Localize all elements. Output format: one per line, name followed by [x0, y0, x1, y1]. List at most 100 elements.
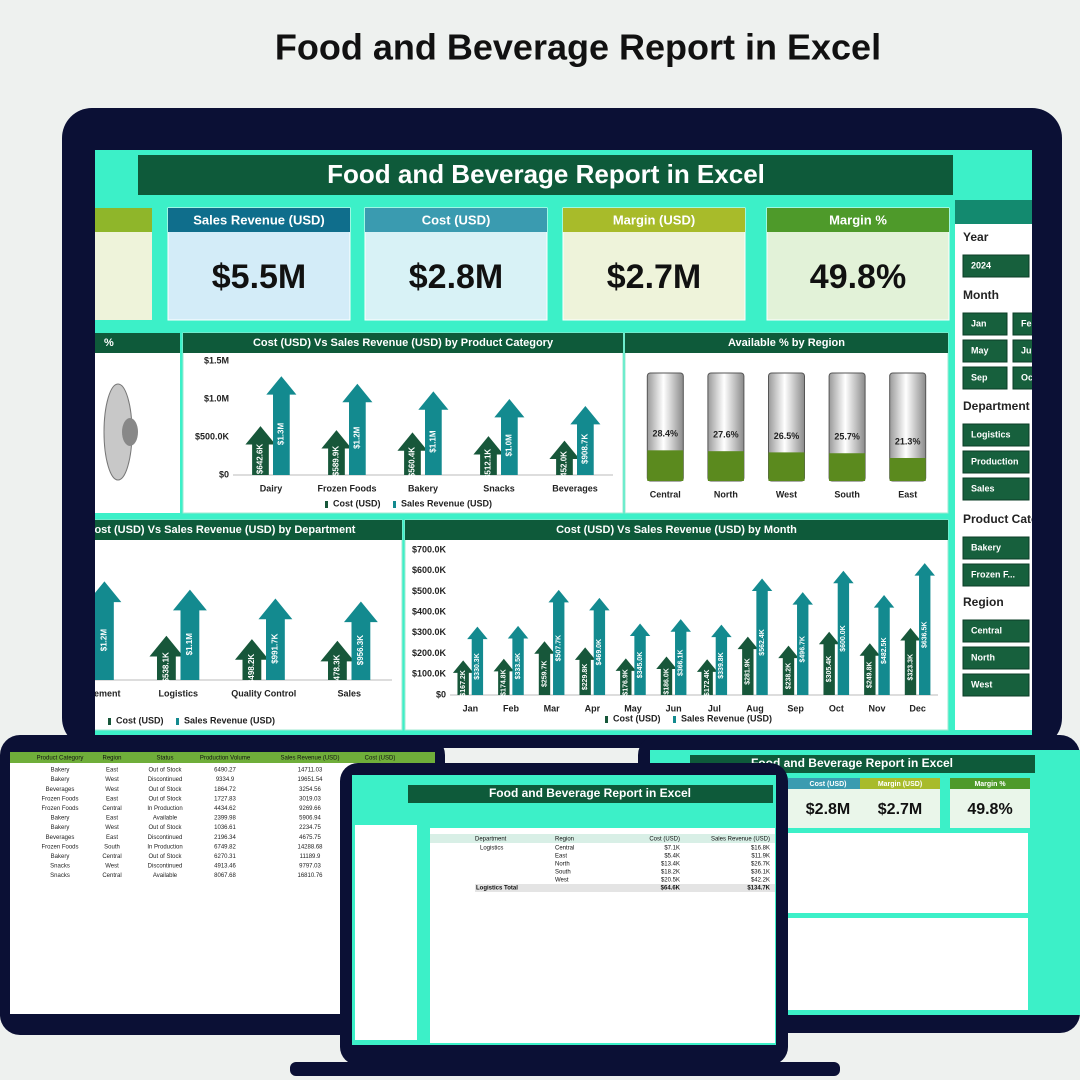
slicer-title: Region	[963, 595, 1004, 609]
slicer-item[interactable]	[1012, 312, 1057, 336]
slicer-item[interactable]	[1012, 339, 1057, 363]
cell: 16810.76	[297, 873, 323, 879]
bar	[818, 631, 840, 695]
title-banner	[408, 785, 773, 803]
chart-title: %	[104, 337, 114, 349]
data-label: $496.7K	[800, 636, 807, 662]
slicer-item[interactable]	[962, 536, 1030, 560]
slicer-item[interactable]	[962, 477, 1030, 501]
cell: In Production	[147, 844, 182, 850]
data-label: $281.9K	[745, 658, 752, 684]
bar	[548, 589, 569, 695]
bar	[320, 640, 355, 680]
cell: East	[106, 768, 118, 774]
cell: 3019.03	[299, 796, 321, 802]
chart-panel	[788, 833, 1028, 913]
slicer-item[interactable]	[962, 423, 1030, 447]
data-label: $600.0K	[840, 625, 847, 651]
cell: 6749.82	[214, 844, 236, 850]
x-tick-label: South	[834, 489, 860, 499]
legend-label: Cost (USD)	[116, 715, 164, 725]
data-label: $186.0K	[663, 668, 670, 694]
slicer-item[interactable]	[962, 673, 1030, 697]
bar	[629, 623, 651, 695]
data-label: $339.8K	[718, 652, 725, 678]
sheet-header	[10, 752, 435, 763]
data-label: $956.3K	[356, 635, 365, 665]
cell: 6490.27	[214, 768, 236, 774]
cell: Discontinued	[148, 835, 183, 841]
bar	[696, 659, 718, 695]
cell: 9797.03	[299, 864, 321, 870]
bar	[342, 383, 373, 475]
kpi-value: $2.8M	[806, 801, 850, 818]
cell: $36.1K	[751, 870, 770, 876]
y-tick-label: $1.0M	[204, 393, 229, 403]
slicer-title: Department	[963, 399, 1030, 413]
cell: In Production	[147, 806, 182, 812]
slicer-item[interactable]	[1012, 366, 1057, 390]
mini-title: Food and Beverage Report in Excel	[751, 756, 953, 770]
bar	[833, 570, 854, 695]
bar	[266, 376, 297, 475]
chart-title: Cost (USD) Vs Sales Revenue (USD) by Mon…	[556, 524, 797, 536]
slicer-item[interactable]	[962, 312, 1008, 336]
slicer-item[interactable]	[962, 646, 1030, 670]
data-label: $323.3K	[907, 654, 914, 680]
cell: 3254.56	[299, 787, 321, 793]
bar	[549, 440, 580, 475]
pivot-header	[430, 834, 775, 843]
legend-label: Sales Revenue (USD)	[681, 713, 772, 723]
cell: Discontinued	[148, 777, 183, 783]
slicer-item[interactable]	[962, 619, 1030, 643]
slicer-item[interactable]	[962, 450, 1030, 474]
bar	[493, 658, 515, 695]
cell: 5906.94	[299, 816, 321, 822]
slicer-item-label: May	[971, 345, 989, 355]
cell: 14288.68	[297, 844, 323, 850]
bar	[149, 635, 184, 680]
slicer-item[interactable]	[962, 339, 1008, 363]
x-tick-label: Jan	[463, 703, 479, 713]
kpi-value: $5.5M	[212, 258, 307, 296]
slicer-item[interactable]	[962, 563, 1030, 587]
data-sheet: Product Category Region Status Production V…	[10, 752, 435, 879]
slicer-item[interactable]	[962, 366, 1008, 390]
x-tick-label: Frozen Foods	[318, 483, 377, 493]
cell: Central	[102, 873, 121, 879]
slicer-item[interactable]	[962, 254, 1030, 278]
cell: West	[105, 787, 119, 793]
x-tick-label: Oct	[829, 703, 844, 713]
data-label: $345.0K	[637, 652, 644, 678]
x-tick-label: Dec	[909, 703, 926, 713]
cell: Logistics Total	[476, 886, 518, 892]
x-tick-label: Mar	[544, 703, 561, 713]
bar	[452, 660, 474, 695]
bar	[656, 656, 677, 695]
cell: 2399.98	[214, 816, 236, 822]
cell: $26.7K	[751, 862, 770, 868]
x-tick-label: Beverages	[552, 483, 598, 493]
cell: 11189.9	[300, 854, 321, 860]
slicer-item-label: North	[971, 652, 995, 662]
cell: Beverages	[46, 787, 75, 793]
kpi-header	[168, 208, 350, 232]
cell: 1864.72	[214, 787, 236, 793]
x-tick-label: Logistics	[158, 688, 198, 698]
slicer-item-label: Bakery	[971, 542, 1001, 552]
slicer-item-label: Sales	[971, 483, 995, 493]
bar	[707, 451, 744, 481]
data-label: $366.1K	[678, 650, 685, 676]
kpi-label: Cost (USD)	[422, 212, 491, 227]
cell: $11.9K	[751, 854, 770, 860]
pivot-title: Food and Beverage Report in Excel	[489, 786, 691, 800]
legend-label: Cost (USD)	[613, 713, 661, 723]
x-tick-label: Procurement	[65, 688, 121, 698]
bar	[792, 592, 813, 695]
cell: 4913.46	[214, 864, 236, 870]
kpi-header	[788, 778, 868, 789]
cell: Central	[102, 854, 121, 860]
data-label: $507.7K	[556, 635, 563, 661]
bar	[245, 426, 276, 475]
cell: 19651.54	[297, 777, 323, 783]
